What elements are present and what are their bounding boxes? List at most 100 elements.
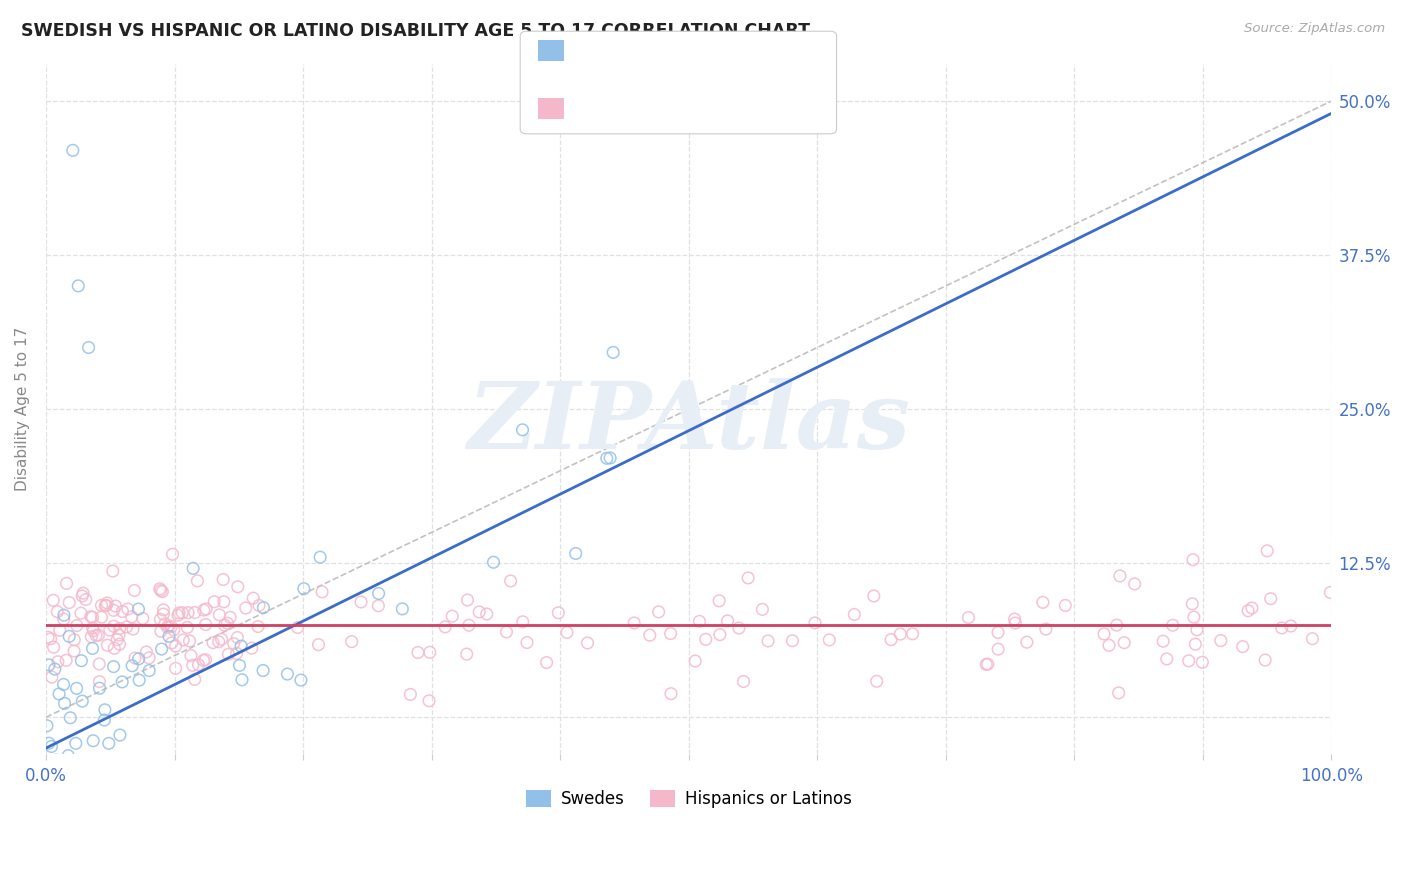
Point xyxy=(77,789,100,804)
Point xyxy=(77,341,100,355)
Point xyxy=(1114,635,1136,649)
Point xyxy=(441,609,464,624)
Point xyxy=(38,867,60,881)
Point xyxy=(181,658,204,673)
Point xyxy=(475,607,498,621)
Point xyxy=(41,739,63,754)
Point xyxy=(66,681,89,696)
Point xyxy=(44,662,66,676)
Point xyxy=(121,610,143,624)
Point xyxy=(235,601,257,615)
Point xyxy=(290,673,312,687)
Point xyxy=(180,648,202,663)
Point xyxy=(406,646,429,660)
Point xyxy=(62,793,84,807)
Point xyxy=(512,615,534,629)
Point xyxy=(157,619,180,633)
Point xyxy=(688,615,710,629)
Point xyxy=(367,586,389,600)
Point xyxy=(228,658,250,673)
Point xyxy=(152,607,174,621)
Point xyxy=(512,423,534,437)
Point xyxy=(276,667,298,681)
Point xyxy=(152,603,174,617)
Point xyxy=(58,748,80,763)
Point xyxy=(434,620,457,634)
Point xyxy=(70,589,93,603)
Point xyxy=(418,694,440,708)
Point xyxy=(89,681,111,696)
Point xyxy=(287,620,309,634)
Point xyxy=(225,646,247,660)
Point xyxy=(211,632,233,647)
Point xyxy=(103,619,125,633)
Point xyxy=(1319,585,1341,599)
Point xyxy=(866,674,889,689)
Point xyxy=(58,629,80,643)
Point xyxy=(1240,601,1263,615)
Point xyxy=(62,144,84,158)
Point xyxy=(201,635,224,649)
Point xyxy=(183,673,205,687)
Point xyxy=(149,624,172,639)
Point xyxy=(96,599,118,613)
Point xyxy=(186,574,208,588)
Point xyxy=(468,605,491,619)
Point xyxy=(82,621,104,635)
Point xyxy=(96,596,118,610)
Text: Source: ZipAtlas.com: Source: ZipAtlas.com xyxy=(1244,22,1385,36)
Point xyxy=(128,652,150,666)
Point xyxy=(117,602,139,616)
Point xyxy=(1004,612,1026,626)
Point xyxy=(536,656,558,670)
Point xyxy=(987,625,1010,640)
Point xyxy=(187,657,209,672)
Point xyxy=(240,641,263,656)
Point xyxy=(39,632,62,646)
Point xyxy=(156,620,179,634)
Point xyxy=(217,648,239,662)
Point xyxy=(149,583,172,598)
Point xyxy=(60,754,83,768)
Point xyxy=(1185,623,1208,637)
Point xyxy=(247,619,270,633)
Point xyxy=(63,632,86,647)
Point xyxy=(252,600,274,615)
Point xyxy=(70,606,93,620)
Point xyxy=(103,659,125,673)
Point xyxy=(229,639,252,653)
Point xyxy=(1015,635,1038,649)
Point xyxy=(222,637,245,651)
Point xyxy=(456,647,478,661)
Point xyxy=(124,583,146,598)
Point xyxy=(1105,618,1128,632)
Point xyxy=(75,592,97,607)
Point xyxy=(889,627,911,641)
Point xyxy=(128,673,150,688)
Point xyxy=(367,599,389,613)
Point xyxy=(138,664,160,678)
Point xyxy=(214,618,236,632)
Point xyxy=(804,615,827,630)
Y-axis label: Disability Age 5 to 17: Disability Age 5 to 17 xyxy=(15,327,30,491)
Point xyxy=(1035,622,1057,636)
Point xyxy=(97,736,120,750)
Legend: Swedes, Hispanics or Latinos: Swedes, Hispanics or Latinos xyxy=(519,783,858,815)
Point xyxy=(1181,597,1204,611)
Point xyxy=(150,584,173,599)
Point xyxy=(160,619,183,633)
Point xyxy=(84,758,107,772)
Point xyxy=(844,607,866,622)
Point xyxy=(1254,653,1277,667)
Point xyxy=(1279,619,1302,633)
Point xyxy=(63,644,86,658)
Point xyxy=(217,616,239,631)
Point xyxy=(82,641,104,656)
Point xyxy=(1191,655,1213,669)
Point xyxy=(782,633,804,648)
Point xyxy=(957,610,980,624)
Point xyxy=(172,632,194,647)
Point xyxy=(638,628,661,642)
Point xyxy=(176,620,198,634)
Point xyxy=(733,674,755,689)
